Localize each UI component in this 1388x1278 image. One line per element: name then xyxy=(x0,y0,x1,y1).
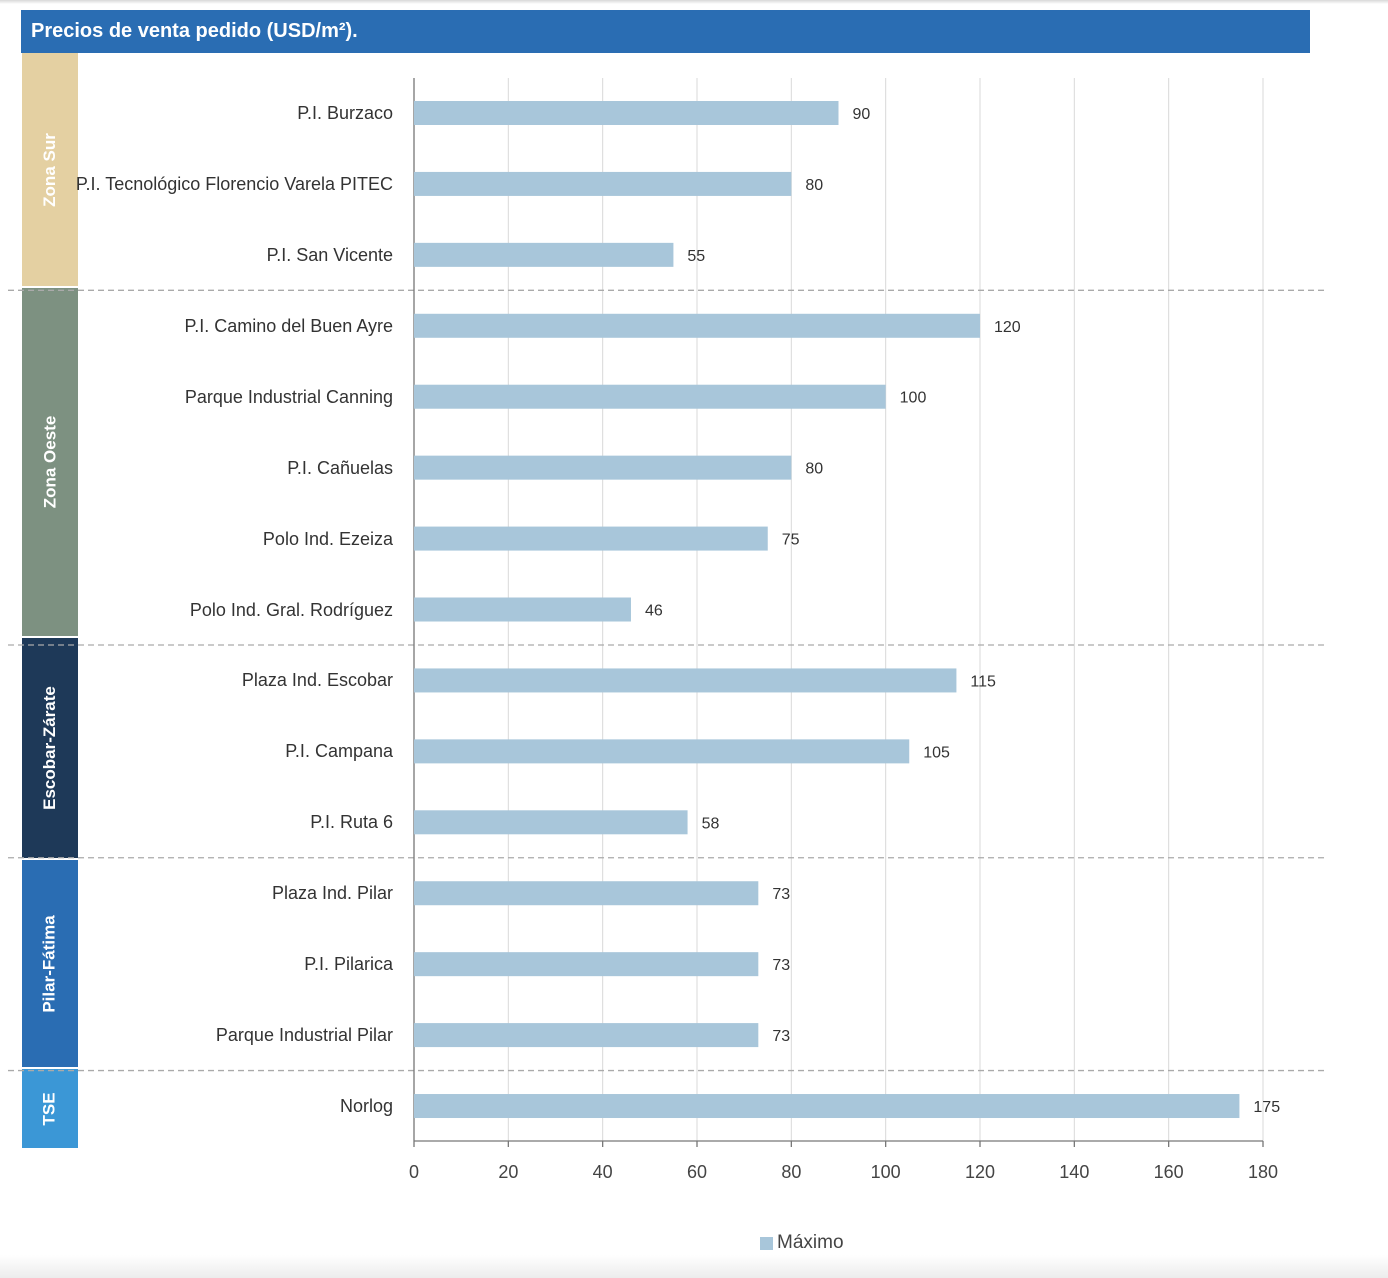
bar xyxy=(414,1094,1240,1119)
category-label: P.I. Tecnológico Florencio Varela PITEC xyxy=(75,173,393,194)
bar-value-label: 73 xyxy=(772,957,790,974)
category-label: P.I. Campana xyxy=(285,741,393,762)
bar xyxy=(414,810,688,835)
zone-block: TSE xyxy=(22,1069,78,1148)
category-label: Polo Ind. Gral. Rodríguez xyxy=(189,599,393,620)
bar xyxy=(414,313,980,338)
x-tick-label: 60 xyxy=(687,1162,707,1182)
bar xyxy=(414,242,674,267)
x-tick-label: 80 xyxy=(781,1162,801,1182)
bar-value-label: 75 xyxy=(782,532,800,549)
category-label: Plaza Ind. Escobar xyxy=(241,670,393,691)
category-label: P.I. Camino del Buen Ayre xyxy=(184,315,393,336)
category-label: Parque Industrial Canning xyxy=(184,386,393,407)
zone-block: Escobar-Zárate xyxy=(22,638,78,858)
top-border xyxy=(0,0,1388,4)
x-tick-label: 180 xyxy=(1248,1162,1278,1182)
chart-title-banner: Precios de venta pedido (USD/m²). xyxy=(21,10,1310,53)
category-label: P.I. Cañuelas xyxy=(287,457,393,478)
bar xyxy=(414,171,792,196)
category-label: P.I. San Vicente xyxy=(266,244,393,265)
bar xyxy=(414,597,631,622)
x-tick-label: 40 xyxy=(593,1162,613,1182)
legend-label: Máximo xyxy=(777,1232,844,1253)
zone-block: Zona Sur xyxy=(22,53,78,286)
zone-block: Pilar-Fátima xyxy=(22,860,78,1067)
legend: Máximo xyxy=(760,1230,844,1256)
bar-value-label: 90 xyxy=(853,106,871,123)
bar-value-label: 115 xyxy=(970,673,996,690)
bar-value-label: 120 xyxy=(994,319,1021,336)
x-tick-label: 100 xyxy=(871,1162,901,1182)
bar-value-label: 58 xyxy=(702,815,720,832)
bar xyxy=(414,881,759,906)
bar xyxy=(414,384,886,409)
category-label: P.I. Ruta 6 xyxy=(310,812,393,833)
bar xyxy=(414,526,768,551)
bar-value-label: 73 xyxy=(772,886,790,903)
category-label: P.I. Pilarica xyxy=(304,954,393,975)
bar-value-label: 80 xyxy=(805,177,823,194)
bottom-shadow xyxy=(0,1255,1388,1278)
bar-value-label: 175 xyxy=(1253,1099,1280,1116)
bar xyxy=(414,455,792,480)
legend-swatch xyxy=(760,1236,773,1250)
bar xyxy=(414,739,910,764)
bar xyxy=(414,1023,759,1048)
bar xyxy=(414,668,957,693)
chart-title: Precios de venta pedido (USD/m²). xyxy=(31,20,358,42)
category-label: Norlog xyxy=(339,1096,393,1117)
category-label: P.I. Burzaco xyxy=(297,103,393,123)
x-tick-label: 0 xyxy=(409,1162,419,1182)
category-label: Plaza Ind. Pilar xyxy=(271,883,393,904)
bar-value-label: 46 xyxy=(645,603,663,620)
x-tick-label: 160 xyxy=(1154,1162,1184,1182)
bar-value-label: 105 xyxy=(923,744,950,761)
bar xyxy=(414,101,839,125)
category-label: Polo Ind. Ezeiza xyxy=(262,528,393,549)
bar-value-label: 80 xyxy=(805,461,823,478)
x-tick-label: 120 xyxy=(965,1162,995,1182)
bar-value-label: 73 xyxy=(772,1028,790,1045)
bar-value-label: 100 xyxy=(900,390,927,407)
bar-value-label: 55 xyxy=(687,248,705,265)
x-tick-label: 140 xyxy=(1059,1162,1089,1182)
bar xyxy=(414,952,759,977)
zone-block: Zona Oeste xyxy=(22,288,78,636)
category-label: Parque Industrial Pilar xyxy=(215,1025,393,1046)
x-tick-label: 20 xyxy=(498,1162,518,1182)
